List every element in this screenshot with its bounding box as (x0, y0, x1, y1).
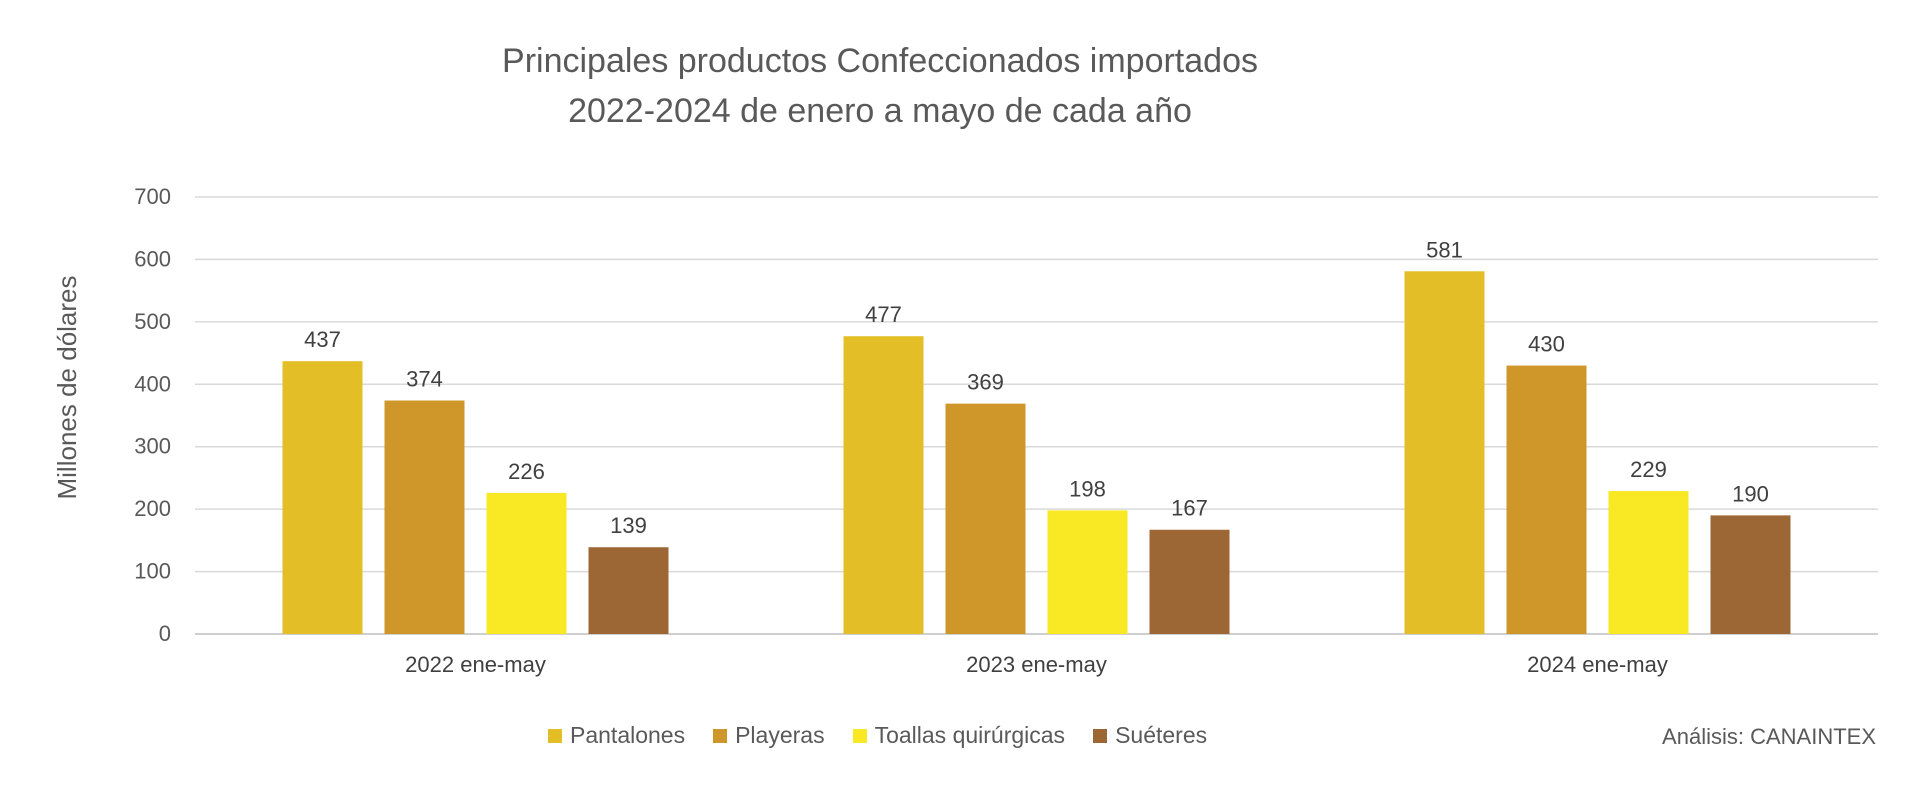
data-label-2024-ene-may-series-2: 229 (1630, 457, 1667, 482)
y-tick-label-700: 700 (134, 184, 171, 209)
y-tick-label-100: 100 (134, 559, 171, 584)
data-label-2023-ene-may-series-2: 198 (1069, 476, 1106, 501)
y-axis-label: Millones de dólares (52, 275, 82, 499)
data-label-2022-ene-may-series-3: 139 (610, 513, 647, 538)
chart-title-line1: Principales productos Confeccionados imp… (502, 42, 1258, 80)
legend-item-sueteres: Suéteres (1093, 722, 1207, 749)
bar-2023-ene-may-series-0 (843, 336, 924, 634)
data-label-2024-ene-may-series-3: 190 (1732, 481, 1769, 506)
legend-item-pantalones: Pantalones (548, 722, 685, 749)
legend-label-toallas: Toallas quirúrgicas (874, 722, 1066, 748)
legend-label-sueteres: Suéteres (1115, 722, 1208, 748)
bar-2022-ene-may-series-2 (486, 492, 567, 634)
y-tick-label-600: 600 (134, 246, 171, 271)
legend-item-toallas: Toallas quirúrgicas (852, 722, 1066, 749)
data-label-2023-ene-may-series-3: 167 (1171, 496, 1208, 521)
chart-title: Principales productos Confeccionados imp… (380, 36, 1380, 136)
x-category-label-2: 2024 ene-may (1527, 652, 1668, 677)
y-tick-label-500: 500 (134, 309, 171, 334)
bar-2022-ene-may-series-3 (588, 547, 669, 634)
legend-item-playeras: Playeras (713, 722, 825, 749)
y-tick-label-200: 200 (134, 496, 171, 521)
bar-2024-ene-may-series-0 (1404, 271, 1485, 634)
bar-2024-ene-may-series-3 (1710, 515, 1791, 634)
y-tick-label-300: 300 (134, 434, 171, 459)
data-label-2024-ene-may-series-0: 581 (1426, 237, 1463, 262)
x-category-label-0: 2022 ene-may (405, 652, 546, 677)
data-label-2023-ene-may-series-1: 369 (967, 370, 1004, 395)
bar-2022-ene-may-series-1 (384, 400, 465, 634)
data-label-2022-ene-may-series-2: 226 (508, 459, 545, 484)
legend-swatch-playeras (713, 728, 728, 743)
data-label-2022-ene-may-series-0: 437 (304, 327, 341, 352)
bar-2023-ene-may-series-2 (1047, 510, 1128, 634)
legend-label-pantalones: Pantalones (570, 722, 686, 748)
legend-label-playeras: Playeras (735, 722, 825, 748)
bar-2023-ene-may-series-1 (945, 403, 1026, 634)
data-label-2022-ene-may-series-1: 374 (406, 367, 443, 392)
bar-2024-ene-may-series-2 (1608, 491, 1689, 634)
legend-swatch-toallas (852, 728, 867, 743)
bar-2024-ene-may-series-1 (1506, 365, 1587, 634)
y-tick-label-400: 400 (134, 371, 171, 396)
bar-2023-ene-may-series-3 (1149, 529, 1230, 634)
legend: Pantalones Playeras Toallas quirúrgicas … (548, 722, 1207, 749)
source-note: Análisis: CANAINTEX (1662, 724, 1876, 749)
x-category-label-1: 2023 ene-may (966, 652, 1107, 677)
legend-swatch-pantalones (548, 728, 562, 743)
chart-title-line2: 2022-2024 de enero a mayo de cada año (568, 92, 1192, 130)
y-tick-label-0: 0 (159, 621, 171, 646)
legend-swatch-sueteres (1093, 728, 1108, 743)
data-label-2024-ene-may-series-1: 430 (1528, 332, 1565, 357)
data-label-2023-ene-may-series-0: 477 (865, 302, 902, 327)
bar-2022-ene-may-series-0 (282, 361, 363, 634)
